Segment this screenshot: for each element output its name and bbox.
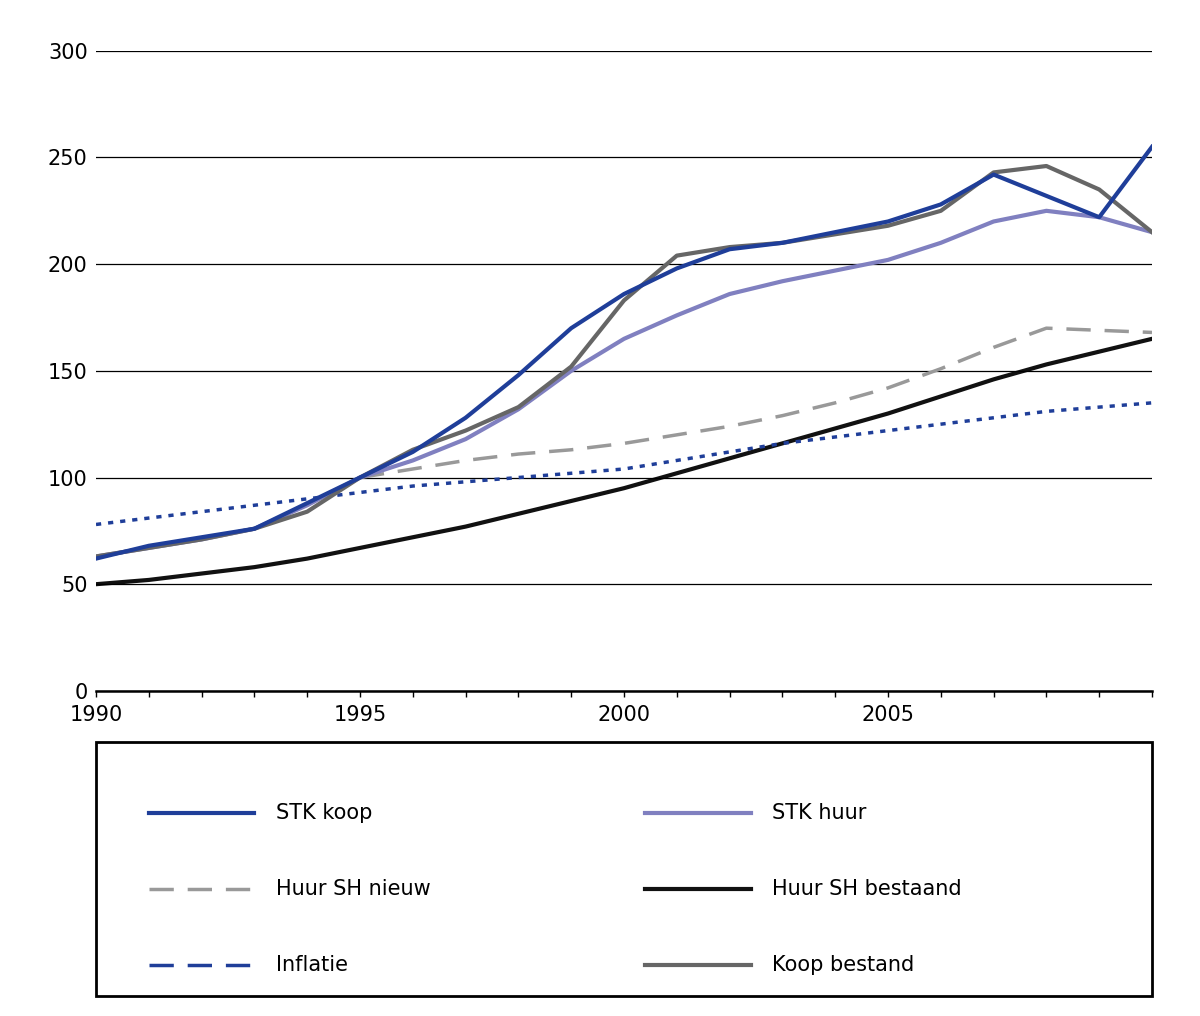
Text: STK huur: STK huur (772, 803, 866, 823)
Text: Huur SH nieuw: Huur SH nieuw (276, 879, 431, 899)
Text: Inflatie: Inflatie (276, 955, 348, 975)
Text: Huur SH bestaand: Huur SH bestaand (772, 879, 961, 899)
Text: Koop bestand: Koop bestand (772, 955, 914, 975)
Text: STK koop: STK koop (276, 803, 372, 823)
